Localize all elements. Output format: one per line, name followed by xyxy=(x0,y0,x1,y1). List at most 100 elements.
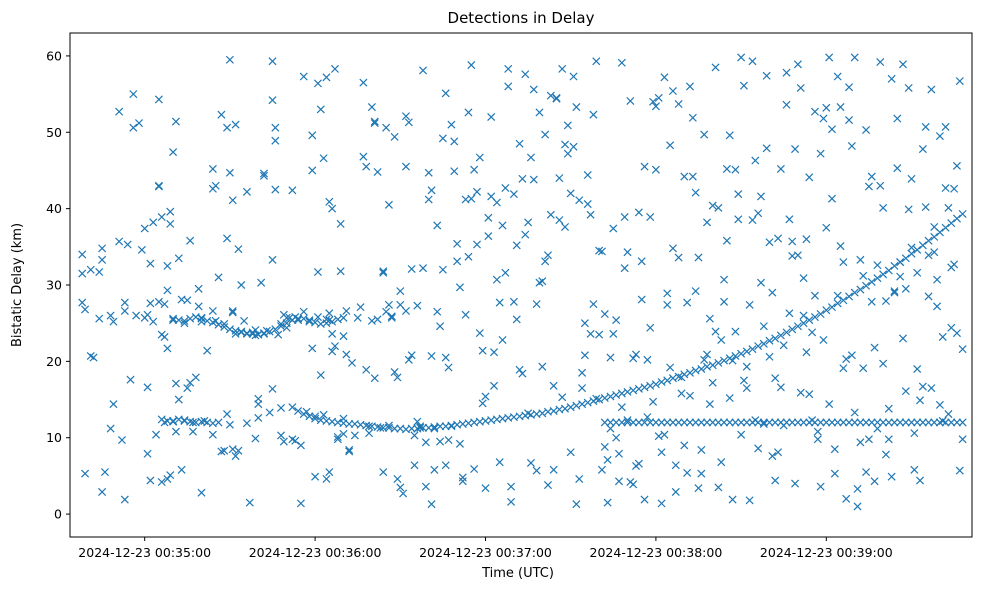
detection-marker xyxy=(455,283,464,292)
detection-marker xyxy=(129,123,138,132)
detection-marker xyxy=(884,435,893,444)
detection-marker xyxy=(572,500,581,509)
detection-marker xyxy=(813,427,822,436)
detection-marker xyxy=(390,424,399,433)
detection-marker xyxy=(845,292,854,301)
detection-marker xyxy=(481,484,490,493)
detection-marker xyxy=(734,190,743,199)
detection-marker xyxy=(600,309,609,319)
detection-marker xyxy=(438,265,447,274)
detection-marker xyxy=(881,450,890,459)
detection-marker xyxy=(728,495,737,504)
detection-marker xyxy=(711,63,720,72)
detection-marker xyxy=(918,382,927,391)
y-tick-label: 50 xyxy=(46,125,62,140)
detection-marker xyxy=(120,495,129,504)
detection-marker xyxy=(444,363,453,372)
detection-marker xyxy=(501,183,510,193)
detection-marker xyxy=(708,201,717,210)
detection-marker xyxy=(299,72,308,81)
detection-marker xyxy=(884,404,893,413)
detection-marker xyxy=(862,281,871,290)
detection-marker xyxy=(197,488,206,497)
detection-marker xyxy=(759,418,768,427)
detection-marker xyxy=(169,148,178,157)
detection-marker xyxy=(583,398,592,407)
detection-marker xyxy=(433,221,442,230)
detection-marker xyxy=(935,400,944,409)
detection-marker xyxy=(441,461,450,470)
detection-marker xyxy=(768,288,777,297)
detection-marker xyxy=(816,482,825,491)
detection-marker xyxy=(802,235,811,244)
detection-marker xyxy=(541,257,550,266)
detection-marker xyxy=(935,418,944,427)
detection-marker xyxy=(379,267,388,276)
detection-marker xyxy=(660,73,669,82)
detection-marker xyxy=(649,97,658,106)
detection-marker xyxy=(589,110,598,119)
detection-marker xyxy=(489,381,499,390)
detection-marker xyxy=(958,345,967,354)
detection-marker xyxy=(873,274,882,283)
detection-marker xyxy=(427,500,436,509)
detection-marker xyxy=(384,200,393,209)
detection-marker xyxy=(578,400,587,409)
detection-marker xyxy=(98,255,107,264)
detection-marker xyxy=(589,300,598,309)
detection-marker xyxy=(887,74,896,83)
detection-marker xyxy=(347,358,357,367)
detection-marker xyxy=(754,342,763,351)
detection-marker xyxy=(461,310,470,319)
detection-marker xyxy=(504,82,513,91)
detection-marker xyxy=(149,218,158,227)
detection-marker xyxy=(242,187,251,196)
detection-marker xyxy=(586,329,595,338)
detection-marker xyxy=(558,393,567,402)
detection-marker xyxy=(390,368,399,377)
detection-marker xyxy=(407,264,416,273)
detection-marker xyxy=(913,364,922,374)
detection-marker xyxy=(276,403,286,412)
detection-marker xyxy=(850,288,859,297)
detection-marker xyxy=(805,418,814,427)
detection-marker xyxy=(580,351,589,360)
detection-marker xyxy=(370,117,379,126)
detection-marker xyxy=(771,334,780,343)
detection-marker xyxy=(765,352,774,361)
detection-marker xyxy=(211,181,220,190)
detection-marker xyxy=(816,309,825,319)
detection-marker xyxy=(907,174,916,183)
detection-marker xyxy=(328,317,337,326)
detection-marker xyxy=(808,328,817,337)
detection-marker xyxy=(526,153,535,162)
detection-marker xyxy=(146,299,155,308)
detection-marker xyxy=(643,355,652,364)
detection-marker xyxy=(782,418,791,427)
detection-marker xyxy=(759,419,768,429)
detection-marker xyxy=(276,322,286,331)
detection-marker xyxy=(705,400,714,409)
detection-marker xyxy=(572,401,581,410)
detection-marker xyxy=(441,89,450,98)
detection-marker xyxy=(407,424,416,433)
x-tick-label: 2024-12-23 00:37:00 xyxy=(419,545,552,560)
plot-area: 2024-12-23 00:35:00 2024-12-23 00:36:00 20… xyxy=(46,32,973,560)
detection-marker xyxy=(86,265,95,274)
detection-marker xyxy=(640,383,649,392)
detection-marker xyxy=(887,472,896,481)
detection-marker xyxy=(663,289,672,298)
detection-marker xyxy=(560,404,570,413)
detection-marker xyxy=(742,384,751,393)
detection-marker xyxy=(214,273,223,282)
detection-marker xyxy=(799,418,808,427)
detection-marker xyxy=(776,164,785,173)
detection-marker xyxy=(651,165,660,174)
detection-marker xyxy=(330,64,340,73)
detection-marker xyxy=(509,190,518,199)
detection-marker xyxy=(518,174,527,183)
detection-marker xyxy=(867,277,876,286)
detection-marker xyxy=(492,275,501,284)
detection-marker xyxy=(944,410,953,419)
detection-marker xyxy=(475,153,484,162)
